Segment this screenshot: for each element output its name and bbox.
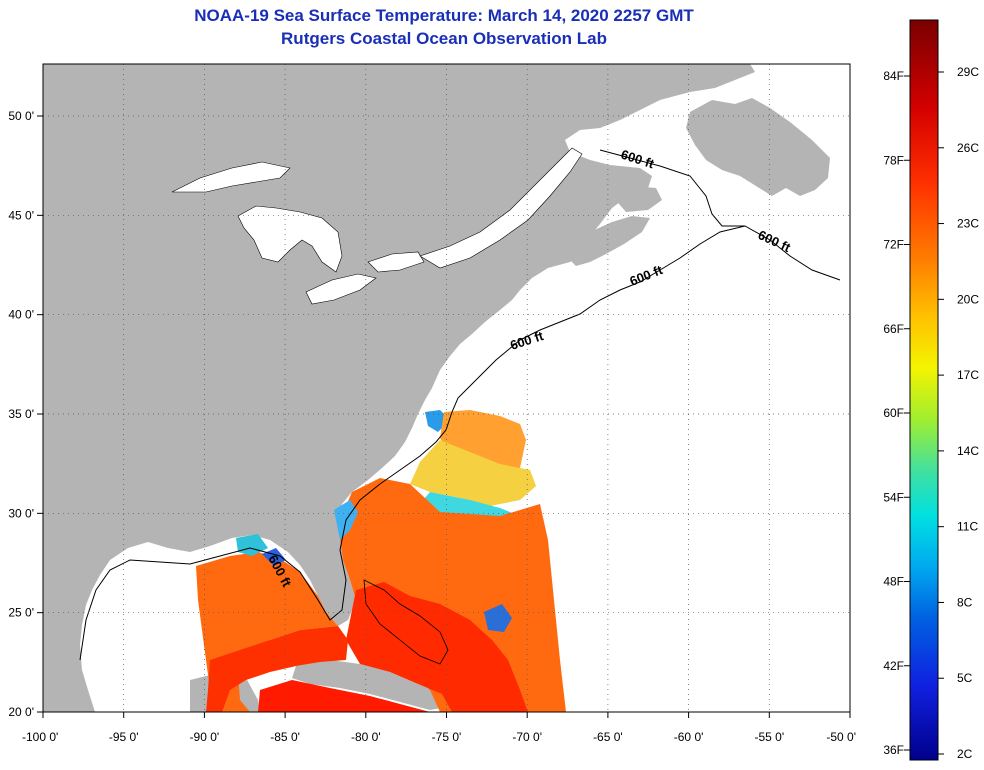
colorbar-c-label: 17C xyxy=(957,368,979,382)
sst-offshore-mixed xyxy=(410,440,536,506)
lat-lon-grid xyxy=(43,64,850,712)
lat-tick-label: 30 0' xyxy=(8,506,34,520)
sst-gulf-south-warm xyxy=(206,626,348,712)
colorbar-c-label: 11C xyxy=(957,520,978,534)
lon-tick-label: -90 0' xyxy=(190,730,220,744)
colorbar-c-label: 8C xyxy=(957,595,973,609)
latitude-tick-labels: 50 0' 45 0' 40 0' 35 0' 30 0' 25 0' 20 0' xyxy=(8,109,43,719)
lake-superior xyxy=(171,161,291,193)
colorbar-f-label: 60F xyxy=(883,406,904,420)
lon-tick-label: -100 0' xyxy=(22,730,58,744)
colorbar-f-label: 78F xyxy=(883,153,904,167)
colorbar-c-label: 14C xyxy=(957,444,979,458)
colorbar-c-label: 2C xyxy=(957,747,973,761)
map-subtitle: Rutgers Coastal Ocean Observation Lab xyxy=(281,29,607,48)
map-title: NOAA-19 Sea Surface Temperature: March 1… xyxy=(194,6,694,25)
lat-tick-label: 20 0' xyxy=(8,705,34,719)
contour-600ft-bahamas xyxy=(363,579,449,665)
colorbar-f-label: 48F xyxy=(883,575,904,589)
colorbar-f-label: 36F xyxy=(883,743,904,757)
lat-tick-label: 45 0' xyxy=(8,208,34,222)
colorbar-f-label: 42F xyxy=(883,659,904,673)
land-nova-scotia xyxy=(568,216,650,266)
colorbar-c-label: 20C xyxy=(957,292,979,306)
lon-tick-label: -50 0' xyxy=(826,730,856,744)
lon-tick-label: -85 0' xyxy=(270,730,300,744)
contour-600ft-gulf xyxy=(79,339,521,661)
colorbar-f-label: 84F xyxy=(883,69,904,83)
lon-tick-label: -70 0' xyxy=(512,730,542,744)
colorbar-fahrenheit-labels: 84F 78F 72F 66F 60F 54F 48F 42F 36F xyxy=(883,69,910,757)
st-lawrence xyxy=(419,147,583,269)
colorbar-f-label: 66F xyxy=(883,322,904,336)
sst-sargasso-cold-eddy xyxy=(484,604,512,632)
lake-michigan-huron xyxy=(237,205,343,273)
lat-tick-label: 25 0' xyxy=(8,606,34,620)
sst-caribbean-hot xyxy=(258,680,430,712)
land-north-america xyxy=(43,64,755,712)
lon-tick-label: -55 0' xyxy=(754,730,784,744)
lat-tick-label: 50 0' xyxy=(8,109,34,123)
colorbar-c-label: 5C xyxy=(957,671,973,685)
land-cuba xyxy=(292,660,452,710)
colorbar-c-label: 23C xyxy=(957,217,979,231)
colorbar-f-label: 72F xyxy=(883,238,904,252)
lat-tick-label: 35 0' xyxy=(8,407,34,421)
contour-600ft-laurentian xyxy=(599,149,745,227)
lat-tick-label: 40 0' xyxy=(8,308,34,322)
colorbar-c-label: 26C xyxy=(957,141,979,155)
lon-tick-label: -80 0' xyxy=(351,730,381,744)
contour-600ft-northeast xyxy=(519,225,841,341)
lake-erie xyxy=(305,273,377,305)
colorbar xyxy=(909,19,939,761)
land-cape-breton xyxy=(612,186,662,212)
colorbar-c-label: 29C xyxy=(957,65,979,79)
lon-tick-label: -75 0' xyxy=(432,730,462,744)
sst-bahamas-warm xyxy=(346,582,528,712)
lon-tick-label: -60 0' xyxy=(674,730,704,744)
colorbar-celsius-labels: 29C 26C 23C 20C 17C 14C 11C 8C 5C 2C xyxy=(938,65,979,761)
colorbar-f-label: 54F xyxy=(883,490,904,504)
lon-tick-label: -95 0' xyxy=(109,730,139,744)
longitude-tick-labels: -100 0' -95 0' -90 0' -85 0' -80 0' -75 0' -70… xyxy=(22,712,856,744)
lon-tick-label: -65 0' xyxy=(593,730,623,744)
land-newfoundland xyxy=(686,98,830,196)
lake-ontario xyxy=(367,251,425,273)
